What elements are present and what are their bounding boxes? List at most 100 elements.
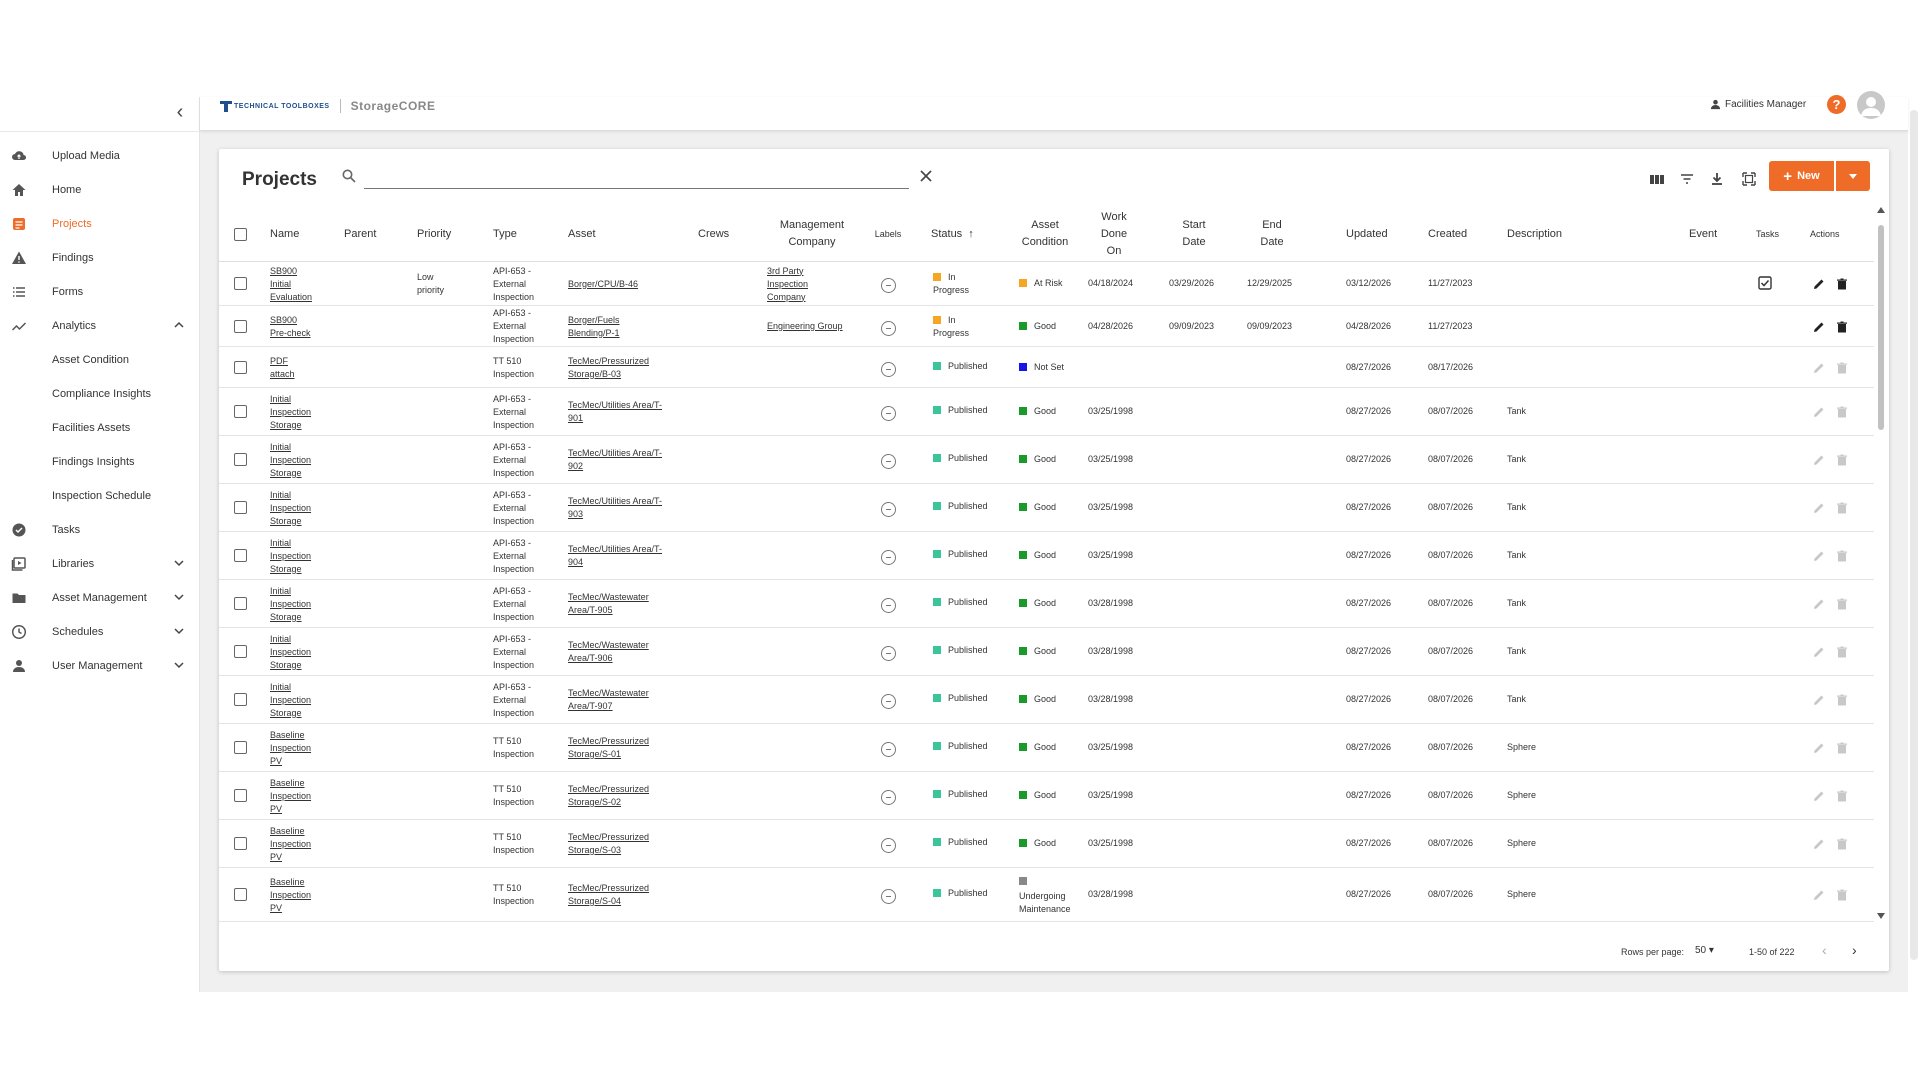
add-label-icon[interactable] [881,406,896,421]
add-label-icon[interactable] [881,598,896,613]
column-header-management-company[interactable]: Management Company [767,217,857,251]
project-name-link[interactable]: Baseline Inspection PV [270,825,311,864]
edit-icon[interactable] [1813,694,1825,706]
edit-icon[interactable] [1813,598,1825,610]
asset-link[interactable]: TecMec/Pressurized Storage/S-03 [568,831,649,857]
management-company-link[interactable]: 3rd Party Inspection Company [767,265,808,304]
project-name-link[interactable]: SB900 Initial Evaluation [270,265,312,304]
add-label-icon[interactable] [881,790,896,805]
add-label-icon[interactable] [881,454,896,469]
table-row[interactable]: Initial Inspection Storage API-653 - Externa… [219,484,1874,532]
sidebar-item-user-management[interactable]: User Management [0,649,200,683]
delete-icon[interactable] [1836,598,1848,610]
asset-link[interactable]: TecMec/Pressurized Storage/S-01 [568,735,649,761]
table-row[interactable]: SB900 Pre-check API-653 - External Inspectio… [219,306,1874,347]
previous-page-icon[interactable]: ‹ [1822,942,1827,958]
delete-icon[interactable] [1836,838,1848,850]
table-row[interactable]: Initial Inspection Storage API-653 - Externa… [219,580,1874,628]
delete-icon[interactable] [1836,550,1848,562]
sidebar-item-analytics[interactable]: Analytics [0,309,200,343]
asset-link[interactable]: TecMec/Wastewater Area/T-905 [568,591,649,617]
asset-link[interactable]: TecMec/Pressurized Storage/B-03 [568,355,649,381]
project-name-link[interactable]: Initial Inspection Storage [270,393,311,432]
sidebar-item-inspection-schedule[interactable]: Inspection Schedule [0,479,200,513]
row-checkbox[interactable] [234,549,247,562]
current-user[interactable]: Facilities Manager [1710,99,1806,110]
sidebar-item-compliance-insights[interactable]: Compliance Insights [0,377,200,411]
add-label-icon[interactable] [881,361,896,377]
download-icon[interactable] [1709,171,1725,187]
column-header-type[interactable]: Type [493,228,517,240]
delete-icon[interactable] [1836,321,1848,333]
add-label-icon[interactable] [881,838,896,853]
column-header-created[interactable]: Created [1428,228,1468,240]
delete-icon[interactable] [1836,646,1848,658]
sidebar-item-schedules[interactable]: Schedules [0,615,200,649]
task-checked-icon[interactable] [1758,276,1772,290]
chevron-down-icon[interactable] [172,556,186,570]
add-label-icon[interactable] [881,320,896,336]
column-header-parent[interactable]: Parent [344,228,377,240]
sidebar-item-libraries[interactable]: Libraries [0,547,200,581]
column-header-start-date[interactable]: Start Date [1174,217,1214,251]
scroll-thumb[interactable] [1878,225,1884,430]
column-header-work-done-on[interactable]: Work Done On [1094,209,1134,260]
chevron-down-icon[interactable] [172,590,186,604]
filter-icon[interactable] [1679,171,1695,187]
avatar[interactable] [1857,91,1885,119]
add-label-icon[interactable] [881,694,896,709]
table-row[interactable]: Baseline Inspection PV TT 510 Inspection TecM… [219,820,1874,868]
edit-icon[interactable] [1813,502,1825,514]
sidebar-item-upload-media[interactable]: Upload Media [0,139,200,173]
row-checkbox[interactable] [234,501,247,514]
edit-icon[interactable] [1813,278,1825,290]
row-checkbox[interactable] [234,319,247,333]
close-icon[interactable] [919,169,933,183]
project-name-link[interactable]: SB900 Pre-check [270,314,311,340]
chevron-up-icon[interactable] [172,318,186,332]
window-scrollbar[interactable] [1910,110,1918,960]
scroll-down-arrow-icon[interactable] [1877,913,1885,919]
add-label-icon[interactable] [881,889,896,904]
table-row[interactable]: Baseline Inspection PV TT 510 Inspection TecM… [219,724,1874,772]
rows-per-page-select[interactable]: 50 ▾ [1695,945,1714,956]
project-name-link[interactable]: Baseline Inspection PV [270,777,311,816]
asset-link[interactable]: Borger/CPU/B-46 [568,278,638,291]
column-header-crews[interactable]: Crews [698,228,730,240]
row-checkbox[interactable] [234,277,247,290]
delete-icon[interactable] [1836,889,1848,901]
table-row[interactable]: Baseline Inspection PV TT 510 Inspection TecM… [219,772,1874,820]
row-checkbox[interactable] [234,888,247,901]
add-label-icon[interactable] [881,502,896,517]
table-row[interactable]: Initial Inspection Storage API-653 - Externa… [219,628,1874,676]
column-header-description[interactable]: Description [1507,228,1563,240]
table-scrollbar[interactable] [1876,207,1885,922]
columns-icon[interactable] [1649,171,1665,187]
edit-icon[interactable] [1813,550,1825,562]
chevron-down-icon[interactable] [172,658,186,672]
sidebar-item-asset-condition[interactable]: Asset Condition [0,343,200,377]
delete-icon[interactable] [1836,278,1848,290]
scroll-up-arrow-icon[interactable] [1877,207,1885,213]
delete-icon[interactable] [1836,454,1848,466]
row-checkbox[interactable] [234,789,247,802]
table-row[interactable]: Initial Inspection Storage API-653 - Externa… [219,532,1874,580]
column-header-name[interactable]: Name [270,228,300,240]
row-checkbox[interactable] [234,693,247,706]
asset-link[interactable]: TecMec/Pressurized Storage/S-04 [568,882,649,908]
chevron-down-icon[interactable] [172,624,186,638]
asset-link[interactable]: Borger/Fuels Blending/P-1 [568,314,620,340]
add-label-icon[interactable] [881,278,896,293]
edit-icon[interactable] [1813,362,1825,374]
column-header-priority[interactable]: Priority [417,228,452,240]
sidebar-item-projects[interactable]: Projects [0,207,200,241]
project-name-link[interactable]: Initial Inspection Storage [270,633,311,672]
asset-link[interactable]: TecMec/Pressurized Storage/S-02 [568,783,649,809]
row-checkbox[interactable] [234,453,247,466]
logo[interactable]: TECHNICAL TOOLBOXES StorageCORE [220,99,435,113]
asset-link[interactable]: TecMec/Utilities Area/T- 902 [568,447,662,473]
column-header-asset-condition[interactable]: Asset Condition [1015,217,1075,251]
delete-icon[interactable] [1836,502,1848,514]
edit-icon[interactable] [1813,321,1825,333]
row-checkbox[interactable] [234,741,247,754]
